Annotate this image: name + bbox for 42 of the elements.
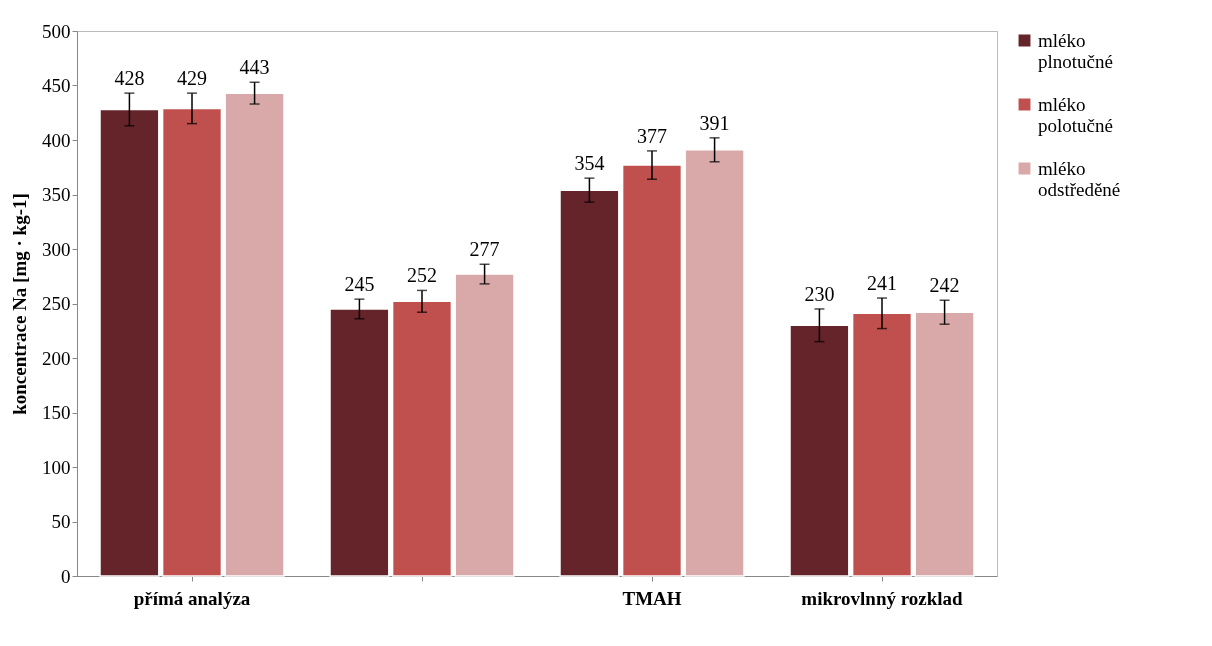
y-tick-label: 500 [42, 20, 71, 42]
data-label: 230 [804, 282, 835, 305]
data-label: 377 [637, 124, 667, 147]
x-tick-label: mikrovlnný rozklad [801, 587, 964, 609]
y-tick-label: 0 [61, 565, 71, 587]
y-tick-label: 100 [42, 456, 71, 478]
y-tick-label: 50 [51, 511, 71, 532]
bar [914, 311, 975, 577]
y-tick-label: 300 [42, 238, 71, 260]
bar [684, 149, 745, 577]
y-tick-label: 150 [42, 402, 71, 423]
bar [161, 107, 223, 577]
legend-label: mléko polotučné [1038, 93, 1113, 136]
y-tick-label: 450 [42, 75, 71, 96]
data-label: 354 [574, 152, 605, 175]
data-label: 443 [239, 56, 270, 79]
y-tick-label: 250 [42, 293, 71, 314]
y-axis-title: koncentrace Na [mg · kg-1] [9, 193, 30, 415]
bar [391, 300, 453, 577]
data-label: 429 [177, 67, 207, 90]
data-label: 245 [344, 273, 375, 296]
legend-label: mléko plnotučné [1038, 29, 1113, 72]
data-label: 252 [407, 264, 437, 287]
bar [851, 312, 913, 577]
data-label: 428 [114, 67, 145, 90]
y-tick-label: 400 [42, 129, 71, 151]
y-tick-label: 200 [42, 347, 71, 369]
bar [789, 324, 850, 577]
bar [454, 273, 515, 577]
y-tick-label: 350 [42, 184, 71, 205]
bar [99, 108, 160, 577]
x-tick-label: TMAH [622, 587, 682, 609]
bar [559, 189, 620, 577]
data-label: 242 [929, 274, 960, 297]
x-tick-label: přímá analýza [133, 587, 251, 609]
data-label: 241 [867, 272, 897, 295]
legend-label: mléko odstředěné [1038, 157, 1121, 200]
bar [329, 308, 390, 577]
bar [224, 92, 285, 577]
data-label: 391 [699, 111, 730, 134]
data-label: 277 [469, 238, 500, 261]
bar [621, 164, 683, 577]
